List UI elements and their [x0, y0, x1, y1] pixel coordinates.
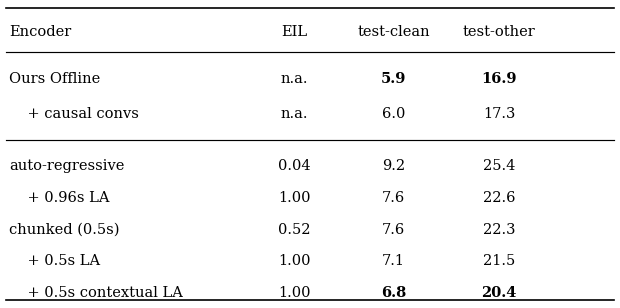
Text: test-other: test-other	[463, 25, 536, 39]
Text: + 0.5s LA: + 0.5s LA	[9, 254, 100, 269]
Text: 25.4: 25.4	[483, 159, 515, 173]
Text: + causal convs: + causal convs	[9, 107, 139, 121]
Text: 16.9: 16.9	[481, 71, 517, 86]
Text: 9.2: 9.2	[382, 159, 405, 173]
Text: chunked (0.5s): chunked (0.5s)	[9, 223, 120, 237]
Text: auto-regressive: auto-regressive	[9, 159, 125, 173]
Text: 7.6: 7.6	[382, 191, 405, 205]
Text: 6.0: 6.0	[382, 107, 405, 121]
Text: 22.6: 22.6	[483, 191, 515, 205]
Text: 17.3: 17.3	[483, 107, 515, 121]
Text: + 0.5s contextual LA: + 0.5s contextual LA	[9, 286, 183, 300]
Text: 1.00: 1.00	[278, 254, 311, 269]
Text: 1.00: 1.00	[278, 191, 311, 205]
Text: n.a.: n.a.	[281, 71, 308, 86]
Text: Ours Offline: Ours Offline	[9, 71, 100, 86]
Text: 6.8: 6.8	[381, 286, 406, 300]
Text: + 0.96s LA: + 0.96s LA	[9, 191, 110, 205]
Text: 7.1: 7.1	[382, 254, 405, 269]
Text: EIL: EIL	[281, 25, 308, 39]
Text: 21.5: 21.5	[483, 254, 515, 269]
Text: 5.9: 5.9	[381, 71, 406, 86]
Text: 0.52: 0.52	[278, 223, 311, 237]
Text: 7.6: 7.6	[382, 223, 405, 237]
Text: Encoder: Encoder	[9, 25, 71, 39]
Text: 1.00: 1.00	[278, 286, 311, 300]
Text: 20.4: 20.4	[481, 286, 517, 300]
Text: test-clean: test-clean	[357, 25, 430, 39]
Text: 0.04: 0.04	[278, 159, 311, 173]
Text: n.a.: n.a.	[281, 107, 308, 121]
Text: 22.3: 22.3	[483, 223, 515, 237]
